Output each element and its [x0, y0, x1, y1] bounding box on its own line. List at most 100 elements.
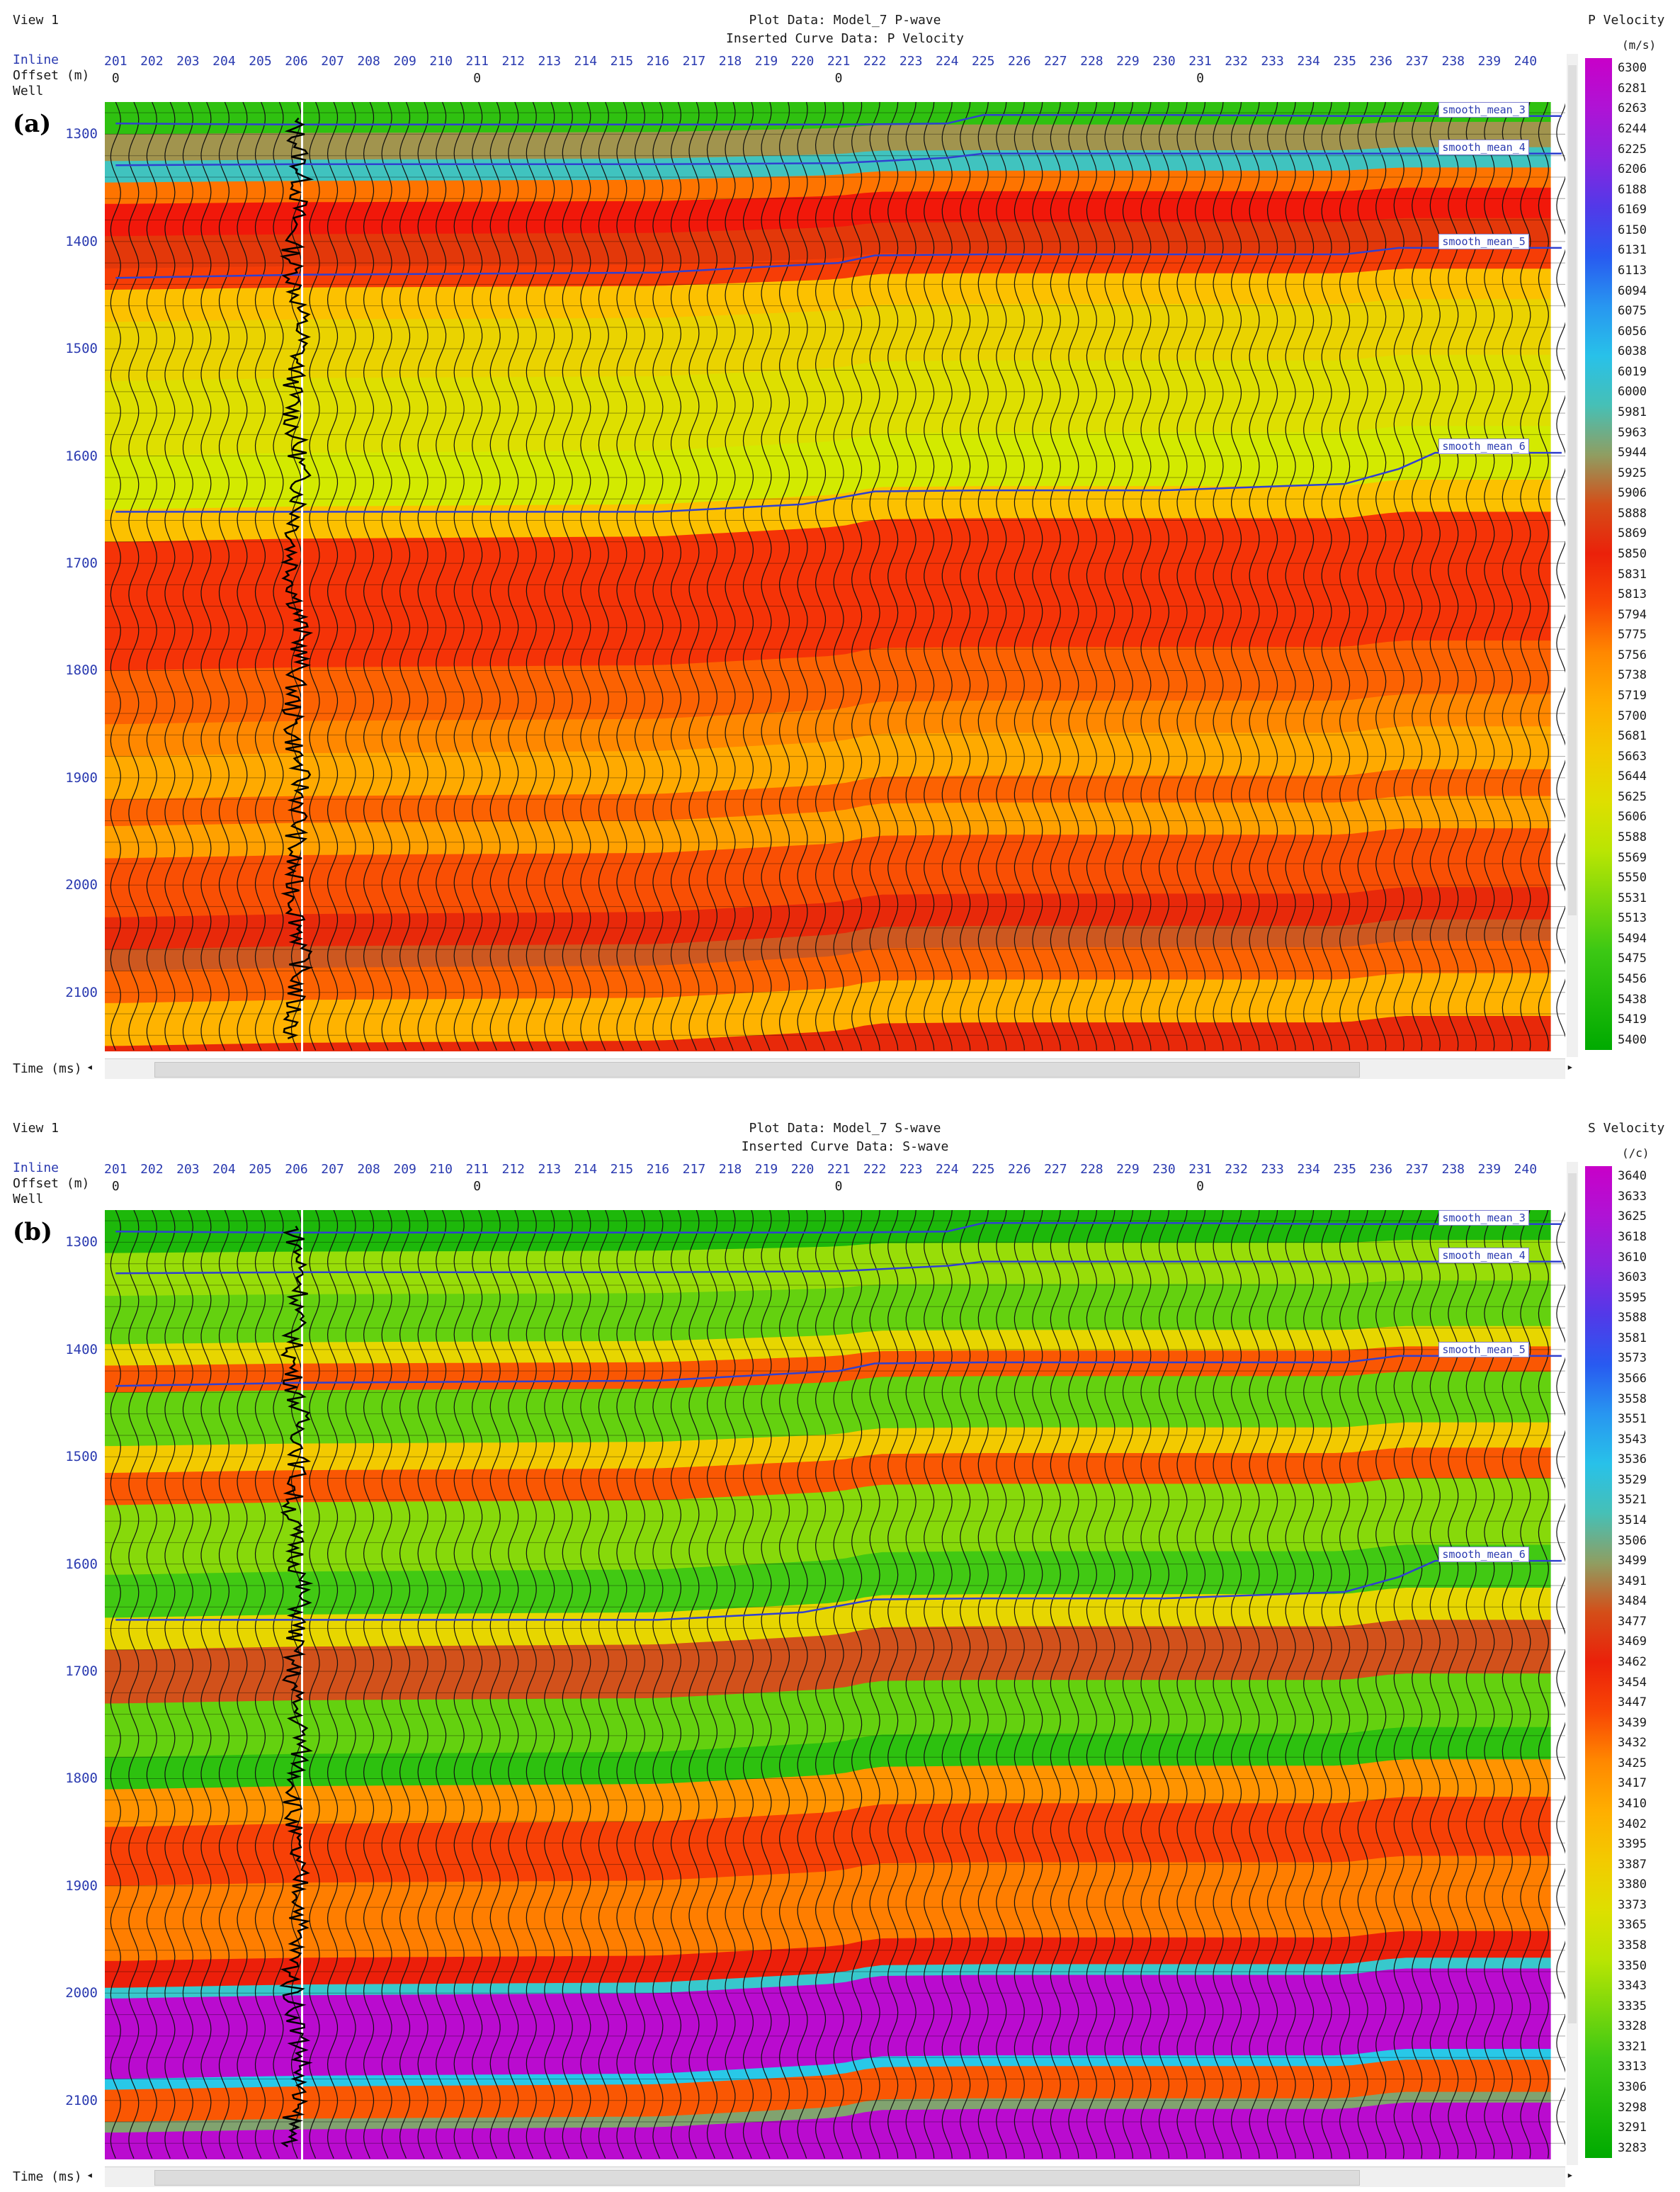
colorbar-tick-label: 5944: [1618, 446, 1647, 461]
inline-tick-label: 226: [1008, 54, 1031, 69]
colorbar-tick-label: 3633: [1618, 1189, 1647, 1204]
colorbar-tick-label: 3283: [1618, 2140, 1647, 2155]
colorbar-tick-label: 6300: [1618, 61, 1647, 76]
trace: [797, 102, 808, 1051]
time-tick-label: 1900: [65, 1877, 98, 1894]
horizon-line[interactable]: [115, 451, 1562, 513]
trace: [1412, 1210, 1423, 2159]
time-tick-label: 2000: [65, 1985, 98, 2001]
inline-tick-label: 201: [104, 1162, 127, 1177]
scroll-left-arrow-icon[interactable]: ◂: [86, 1060, 93, 1073]
colorbar-tick-label: 3484: [1618, 1594, 1647, 1609]
colorbar-tick-label: 3491: [1618, 1574, 1647, 1588]
horizontal-scroll-thumb[interactable]: [154, 1062, 1360, 1078]
horizon-label: smooth_mean_4: [1438, 1247, 1529, 1263]
trace: [580, 1210, 591, 2159]
horizon-line[interactable]: [115, 1221, 1562, 1234]
inline-tick-label: 207: [321, 1162, 344, 1177]
horizontal-scroll-thumb[interactable]: [154, 2170, 1360, 2186]
vertical-scroll-thumb[interactable]: [1568, 1173, 1577, 2023]
trace: [742, 1210, 754, 2159]
velocity-layer: [105, 694, 1551, 757]
inline-tick-label: 203: [176, 1162, 200, 1177]
trace: [941, 102, 953, 1051]
time-tick-label: 1600: [65, 448, 98, 464]
inline-tick-label: 223: [899, 1162, 923, 1177]
horizon-line[interactable]: [115, 152, 1562, 166]
seismic-plot-area[interactable]: [105, 1210, 1565, 2159]
time-tick-label: 1800: [65, 662, 98, 679]
velocity-layer: [105, 1326, 1551, 1367]
colorbar-strip: [1585, 1166, 1612, 2158]
colorbar-tick-label: 3335: [1618, 1999, 1647, 2013]
velocity-layer: [105, 1016, 1551, 1051]
trace: [472, 1210, 483, 2159]
time-tick-label: 1900: [65, 769, 98, 786]
velocity-layer: [105, 147, 1551, 183]
trace: [164, 1210, 176, 2159]
time-tick-label: 2100: [65, 984, 98, 1000]
colorbar-tick-label: 3439: [1618, 1715, 1647, 1730]
seismic-traces: [110, 1210, 1565, 2159]
horizon-line[interactable]: [115, 1355, 1562, 1387]
colorbar-tick-label: 5719: [1618, 689, 1647, 703]
trace: [1014, 1210, 1025, 2159]
inline-tick-label: 207: [321, 54, 344, 69]
inline-axis: 201 202 203 204 205 206 207 208 209 210 211 212 213 2…: [104, 54, 1565, 96]
time-tick-label: 1500: [65, 341, 98, 357]
vertical-scrollbar[interactable]: [1567, 54, 1578, 1057]
colorbar-tick-label: 3640: [1618, 1169, 1647, 1184]
vertical-scrollbar[interactable]: [1567, 1162, 1578, 2165]
colorbar-tick-label: 3343: [1618, 1979, 1647, 1994]
inline-tick-label: 232: [1225, 54, 1248, 69]
horizon-label: smooth_mean_6: [1438, 1547, 1529, 1563]
colorbar-title: S Velocity: [1588, 1121, 1665, 1136]
colorbar-tick-label: 6113: [1618, 264, 1647, 278]
trace: [1213, 102, 1224, 1051]
trace: [924, 102, 935, 1051]
time-axis: 1300 1400 1500 1600 1700 1800 1900 2000 2100: [0, 102, 99, 1051]
trace: [1375, 1210, 1387, 2159]
colorbar-tick-label: 3313: [1618, 2060, 1647, 2074]
trace: [128, 102, 140, 1051]
colorbar-tick-label: 5569: [1618, 850, 1647, 865]
velocity-layer: [105, 2102, 1551, 2159]
trace: [652, 102, 664, 1051]
offset-tick-label: 0: [111, 1179, 120, 1194]
trace: [996, 1210, 1007, 2159]
colorbar-tick-label: 5606: [1618, 810, 1647, 825]
horizon-line[interactable]: [115, 247, 1562, 279]
colorbar-tick-label: 6000: [1618, 385, 1647, 400]
horizontal-scrollbar[interactable]: [105, 1058, 1565, 1079]
trace: [1357, 1210, 1368, 2159]
horizon-line[interactable]: [115, 113, 1562, 126]
colorbar-tick-label: 3432: [1618, 1736, 1647, 1751]
colorbar-tick-label: 6056: [1618, 324, 1647, 339]
inline-tick-label: 231: [1188, 1162, 1212, 1177]
horizon-line[interactable]: [115, 1559, 1562, 1621]
trace: [544, 1210, 555, 2159]
colorbar-tick-label: 3462: [1618, 1655, 1647, 1669]
trace: [887, 1210, 899, 2159]
trace: [742, 102, 754, 1051]
time-tick-label: 2000: [65, 877, 98, 893]
colorbar-tick-label: 3603: [1618, 1270, 1647, 1285]
vertical-scroll-thumb[interactable]: [1568, 65, 1577, 915]
trace: [237, 102, 248, 1051]
colorbar-tick-label: 3595: [1618, 1290, 1647, 1305]
offset-tick-label: 0: [473, 71, 482, 86]
colorbar-tick-label: 5813: [1618, 587, 1647, 602]
panel-b: View 1 Plot Data: Model_7 S-wave Inserte…: [0, 1108, 1680, 2192]
trace: [1086, 1210, 1098, 2159]
scroll-right-arrow-icon[interactable]: ▸: [1567, 1060, 1574, 1073]
trace: [453, 1210, 465, 2159]
horizontal-scrollbar[interactable]: [105, 2166, 1565, 2187]
scroll-left-arrow-icon[interactable]: ◂: [86, 2168, 93, 2181]
seismic-plot-area[interactable]: [105, 102, 1565, 1051]
scroll-right-arrow-icon[interactable]: ▸: [1567, 2168, 1574, 2181]
horizon-line[interactable]: [115, 1260, 1562, 1275]
trace: [417, 102, 428, 1051]
trace: [670, 102, 682, 1051]
velocity-layer: [105, 1620, 1551, 1705]
colorbar-tick-label: 5888: [1618, 506, 1647, 521]
